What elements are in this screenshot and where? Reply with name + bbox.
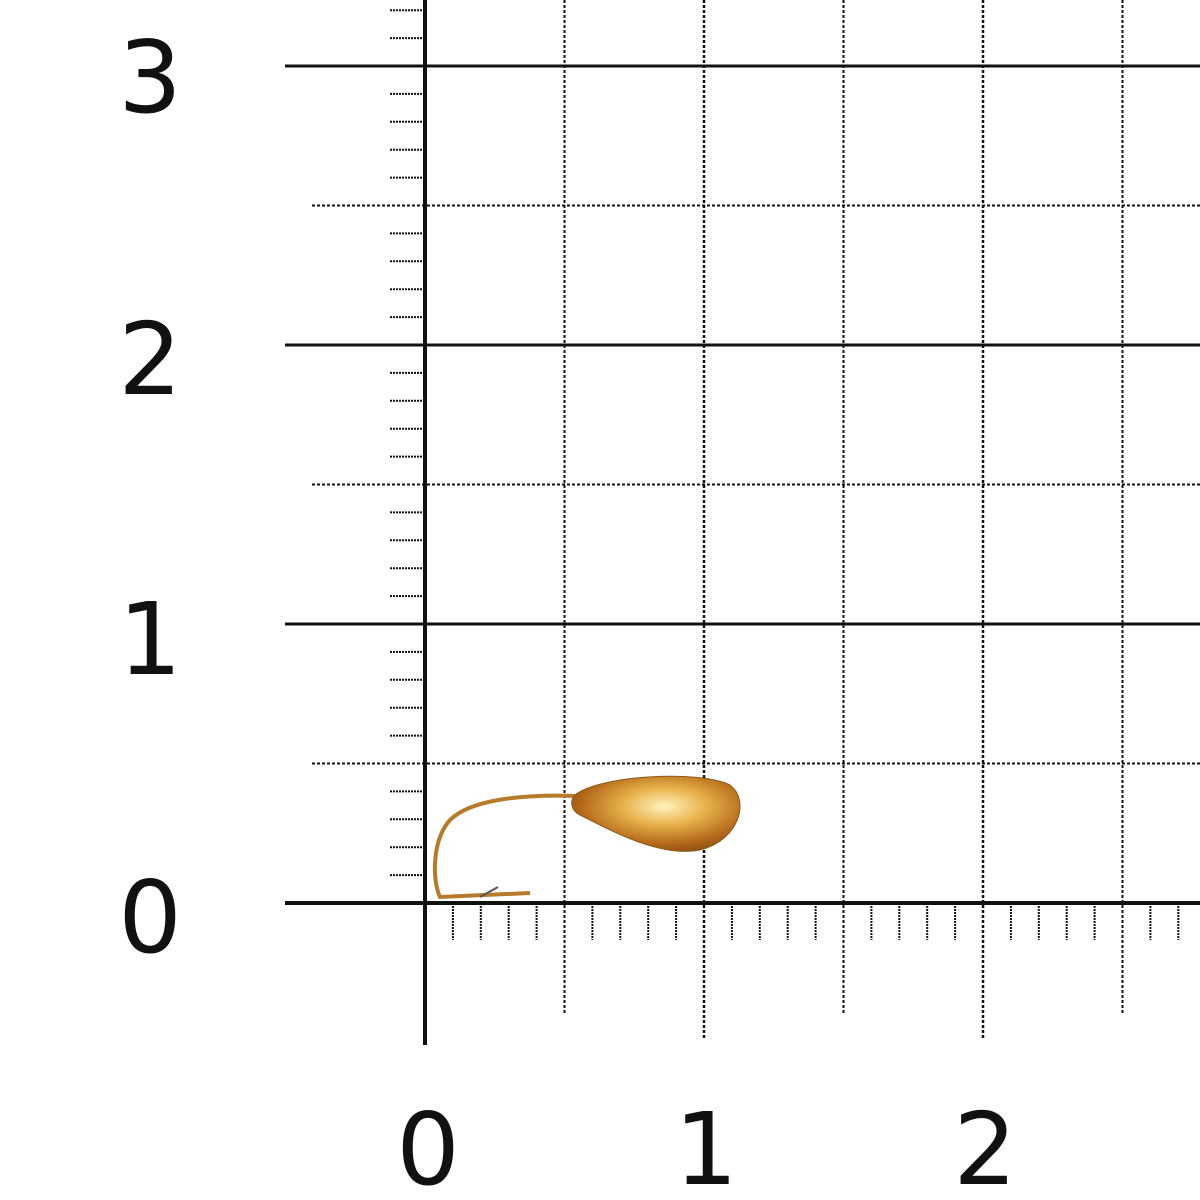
hook-point — [479, 886, 499, 898]
y-label-0: 0 — [118, 859, 182, 976]
y-label-3: 3 — [118, 19, 182, 136]
x-label-2: 2 — [953, 1091, 1017, 1200]
y-label-2: 2 — [118, 301, 182, 418]
jig-head — [571, 775, 741, 852]
hook-wire — [432, 793, 579, 900]
x-label-1: 1 — [674, 1091, 738, 1200]
y-label-1: 1 — [118, 581, 182, 698]
x-label-0: 0 — [396, 1091, 460, 1200]
